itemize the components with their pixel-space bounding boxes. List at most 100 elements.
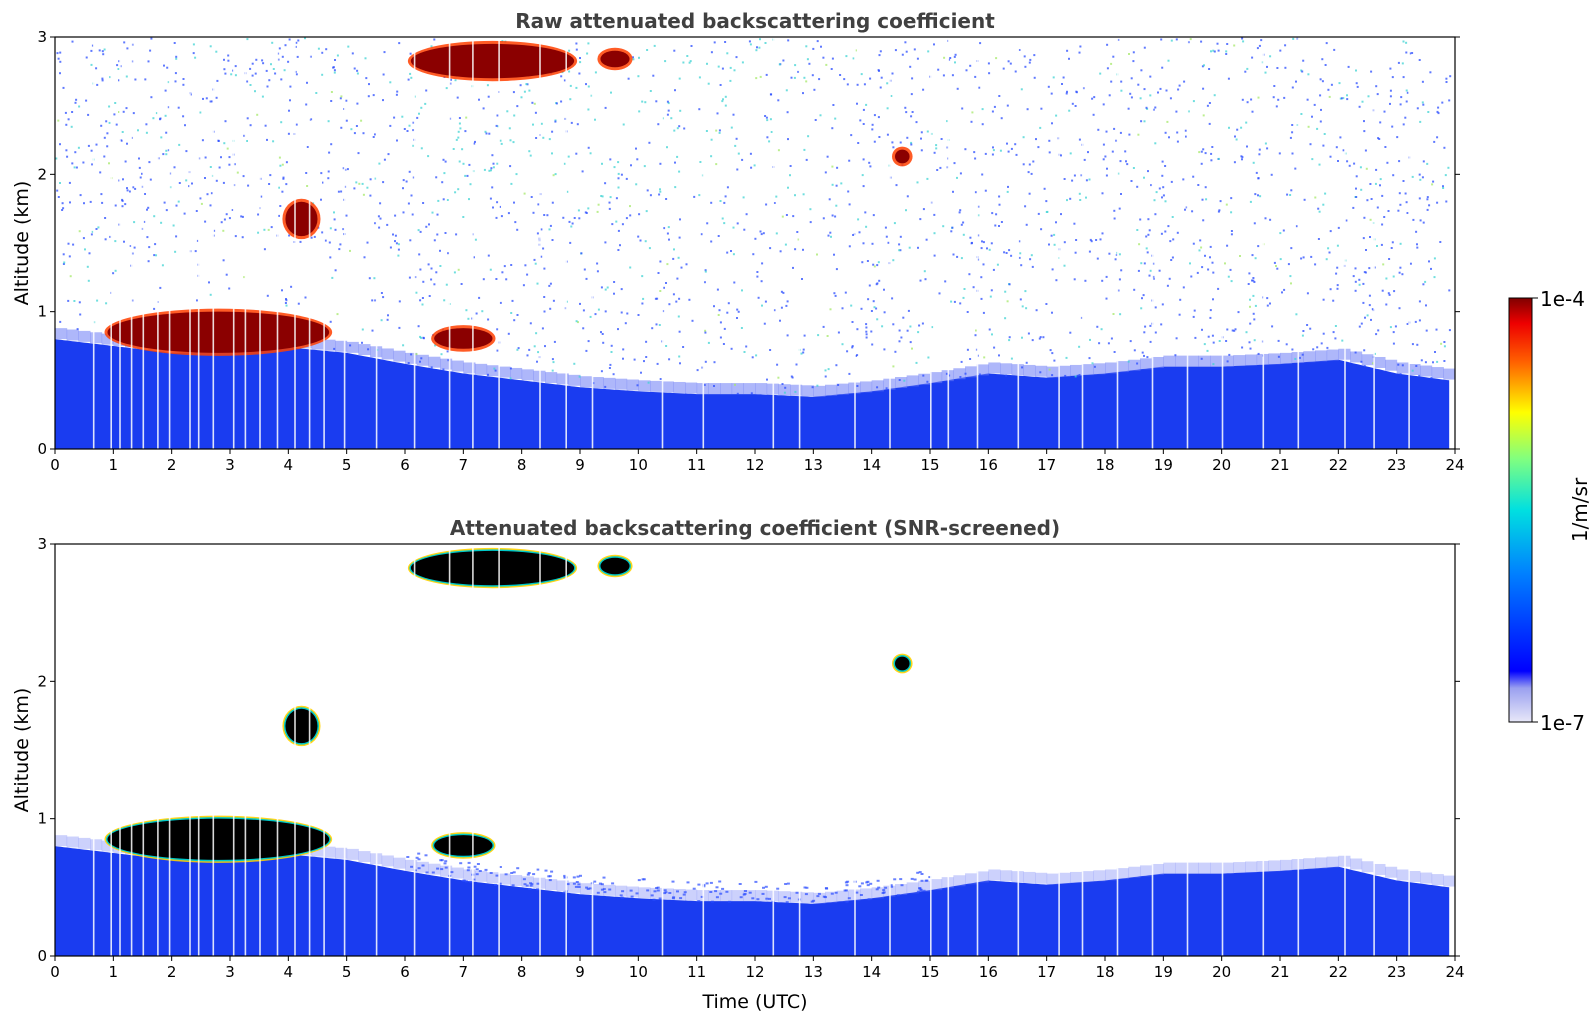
noise-pixel <box>973 151 976 154</box>
noise-pixel <box>1336 244 1339 247</box>
noise-pixel <box>1379 184 1381 187</box>
noise-pixel <box>980 276 983 279</box>
noise-pixel <box>266 294 269 297</box>
layer-top-haze <box>615 885 628 897</box>
noise-pixel <box>1281 291 1283 294</box>
noise-pixel <box>1212 49 1215 52</box>
noise-pixel <box>981 173 984 176</box>
noise-pixel <box>330 91 333 93</box>
noise-pixel <box>908 246 911 249</box>
noise-pixel <box>467 317 470 320</box>
noise-pixel <box>466 174 469 177</box>
noise-pixel <box>1406 323 1409 325</box>
noise-pixel <box>90 149 93 152</box>
noise-pixel <box>1074 105 1077 107</box>
residual-pixel <box>751 897 755 900</box>
noise-pixel <box>881 325 884 328</box>
noise-pixel <box>635 147 637 150</box>
noise-pixel <box>777 99 780 102</box>
residual-pixel <box>812 899 816 902</box>
noise-pixel <box>97 226 100 229</box>
missing-profile-gap <box>168 544 171 956</box>
noise-pixel <box>1208 102 1211 104</box>
noise-pixel <box>1354 351 1357 354</box>
noise-pixel <box>1130 77 1133 80</box>
noise-pixel <box>336 54 339 57</box>
noise-pixel <box>254 72 257 75</box>
noise-pixel <box>982 311 985 314</box>
noise-pixel <box>676 155 679 158</box>
noise-pixel <box>1128 53 1130 55</box>
noise-pixel <box>305 103 308 106</box>
noise-pixel <box>797 238 800 241</box>
noise-pixel <box>1053 359 1056 362</box>
noise-pixel <box>1426 198 1429 201</box>
noise-pixel <box>1402 76 1405 79</box>
noise-pixel <box>1444 174 1447 177</box>
noise-pixel <box>160 136 163 139</box>
noise-pixel <box>1035 309 1038 312</box>
noise-pixel <box>730 250 732 252</box>
noise-pixel <box>1335 272 1338 275</box>
noise-pixel <box>707 341 710 344</box>
layer-top-haze <box>976 871 989 883</box>
noise-pixel <box>1193 309 1196 312</box>
layer-top-haze <box>498 366 511 378</box>
noise-pixel <box>760 233 763 236</box>
noise-pixel <box>822 56 825 59</box>
layer-top-haze <box>1233 355 1246 367</box>
noise-pixel <box>268 183 271 185</box>
noise-pixel <box>762 232 765 235</box>
noise-pixel <box>1419 219 1422 222</box>
noise-pixel <box>700 233 703 236</box>
noise-pixel <box>329 256 332 259</box>
missing-profile-gap <box>343 544 346 956</box>
noise-pixel <box>679 218 681 221</box>
noise-pixel <box>159 286 162 289</box>
noise-pixel <box>717 65 720 68</box>
noise-pixel <box>560 100 563 103</box>
noise-pixel <box>223 218 226 221</box>
noise-pixel <box>1102 103 1105 106</box>
noise-pixel <box>1283 96 1286 99</box>
noise-pixel <box>522 284 525 287</box>
noise-pixel <box>1004 290 1007 293</box>
noise-pixel <box>659 190 662 193</box>
noise-pixel <box>710 240 713 243</box>
noise-pixel <box>1321 80 1324 83</box>
noise-pixel <box>322 181 324 184</box>
noise-pixel <box>1005 374 1008 377</box>
cloud-layer <box>600 50 630 68</box>
residual-pixel <box>918 871 922 874</box>
layer-top-haze <box>1361 861 1374 873</box>
noise-pixel <box>552 299 555 302</box>
noise-pixel <box>637 75 640 78</box>
noise-pixel <box>1008 336 1011 339</box>
noise-pixel <box>247 184 250 187</box>
noise-pixel <box>585 277 588 280</box>
x-tick-label: 22 <box>1329 456 1348 474</box>
y-tick-label: 2 <box>37 165 47 183</box>
noise-pixel <box>876 318 879 321</box>
noise-pixel <box>1138 243 1141 246</box>
noise-pixel <box>1166 120 1169 123</box>
noise-pixel <box>1439 241 1442 243</box>
noise-pixel <box>553 340 556 343</box>
residual-pixel <box>787 897 791 900</box>
noise-pixel <box>966 348 969 351</box>
cloud-layer <box>895 656 910 671</box>
noise-pixel <box>1048 139 1051 142</box>
noise-pixel <box>1073 278 1076 281</box>
noise-pixel <box>1318 163 1321 166</box>
noise-pixel <box>268 79 271 82</box>
noise-pixel <box>372 136 375 138</box>
noise-pixel <box>617 328 619 331</box>
noise-pixel <box>576 123 579 126</box>
noise-pixel <box>1149 75 1152 78</box>
noise-pixel <box>412 121 415 124</box>
noise-pixel <box>132 112 135 115</box>
noise-pixel <box>200 202 203 205</box>
noise-pixel <box>1112 313 1115 315</box>
noise-pixel <box>420 106 423 109</box>
noise-pixel <box>905 50 908 53</box>
